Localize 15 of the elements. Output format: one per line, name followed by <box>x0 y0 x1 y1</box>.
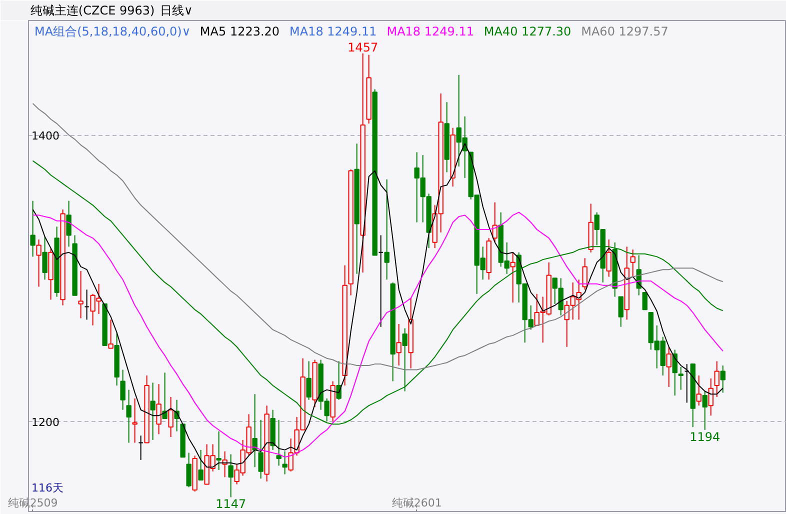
chart-subtitle: 日线∨ <box>160 4 193 18</box>
annotation: 116天 <box>32 482 64 494</box>
x-tick-label: 纯碱2601 <box>392 496 442 510</box>
text: MA18 1249.11 <box>386 24 474 38</box>
y-tick-label: 1200 <box>32 416 60 429</box>
annotation: 1457 <box>348 40 378 54</box>
text: MA5 1223.20 <box>200 24 280 38</box>
legend-title: MA组合(5,18,18,40,60,0)∨ <box>34 24 191 38</box>
chart-title: 纯碱主连(CZCE 9963) <box>30 4 155 18</box>
text: MA60 1297.57 <box>581 24 668 38</box>
legend-label: MA18 1249.11 <box>290 24 377 38</box>
annotation: 1194 <box>690 430 720 444</box>
text: MA40 1277.30 <box>484 24 572 38</box>
y-tick-label: 1400 <box>32 130 60 143</box>
annotation: 1147 <box>216 497 246 512</box>
